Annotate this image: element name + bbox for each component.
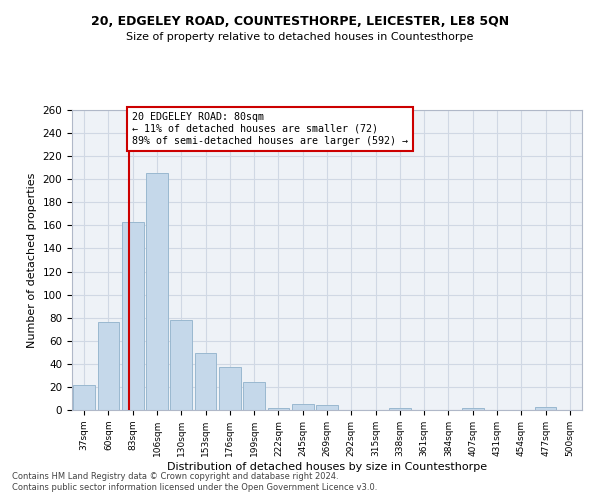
Bar (122, 222, 143, 410)
Text: 20 EDGELEY ROAD: 80sqm
← 11% of detached houses are smaller (72)
89% of semi-det: 20 EDGELEY ROAD: 80sqm ← 11% of detached… (131, 112, 407, 146)
Bar (268, 408, 289, 410)
Bar (170, 320, 192, 410)
Text: Size of property relative to detached houses in Countesthorpe: Size of property relative to detached ho… (127, 32, 473, 42)
Text: 20, EDGELEY ROAD, COUNTESTHORPE, LEICESTER, LE8 5QN: 20, EDGELEY ROAD, COUNTESTHORPE, LEICEST… (91, 15, 509, 28)
Bar (97, 322, 119, 410)
Text: Contains HM Land Registry data © Crown copyright and database right 2024.: Contains HM Land Registry data © Crown c… (12, 472, 338, 481)
X-axis label: Distribution of detached houses by size in Countesthorpe: Distribution of detached houses by size … (167, 462, 487, 471)
Text: Contains public sector information licensed under the Open Government Licence v3: Contains public sector information licen… (12, 484, 377, 492)
Bar (219, 368, 241, 410)
Bar (316, 406, 338, 410)
Bar (73, 384, 95, 410)
Bar (243, 382, 265, 410)
Bar (535, 406, 556, 410)
Bar (292, 404, 314, 410)
Y-axis label: Number of detached properties: Number of detached properties (27, 172, 37, 348)
Bar (462, 408, 484, 410)
Bar (389, 408, 411, 410)
Bar (194, 354, 217, 410)
Bar (146, 174, 168, 410)
